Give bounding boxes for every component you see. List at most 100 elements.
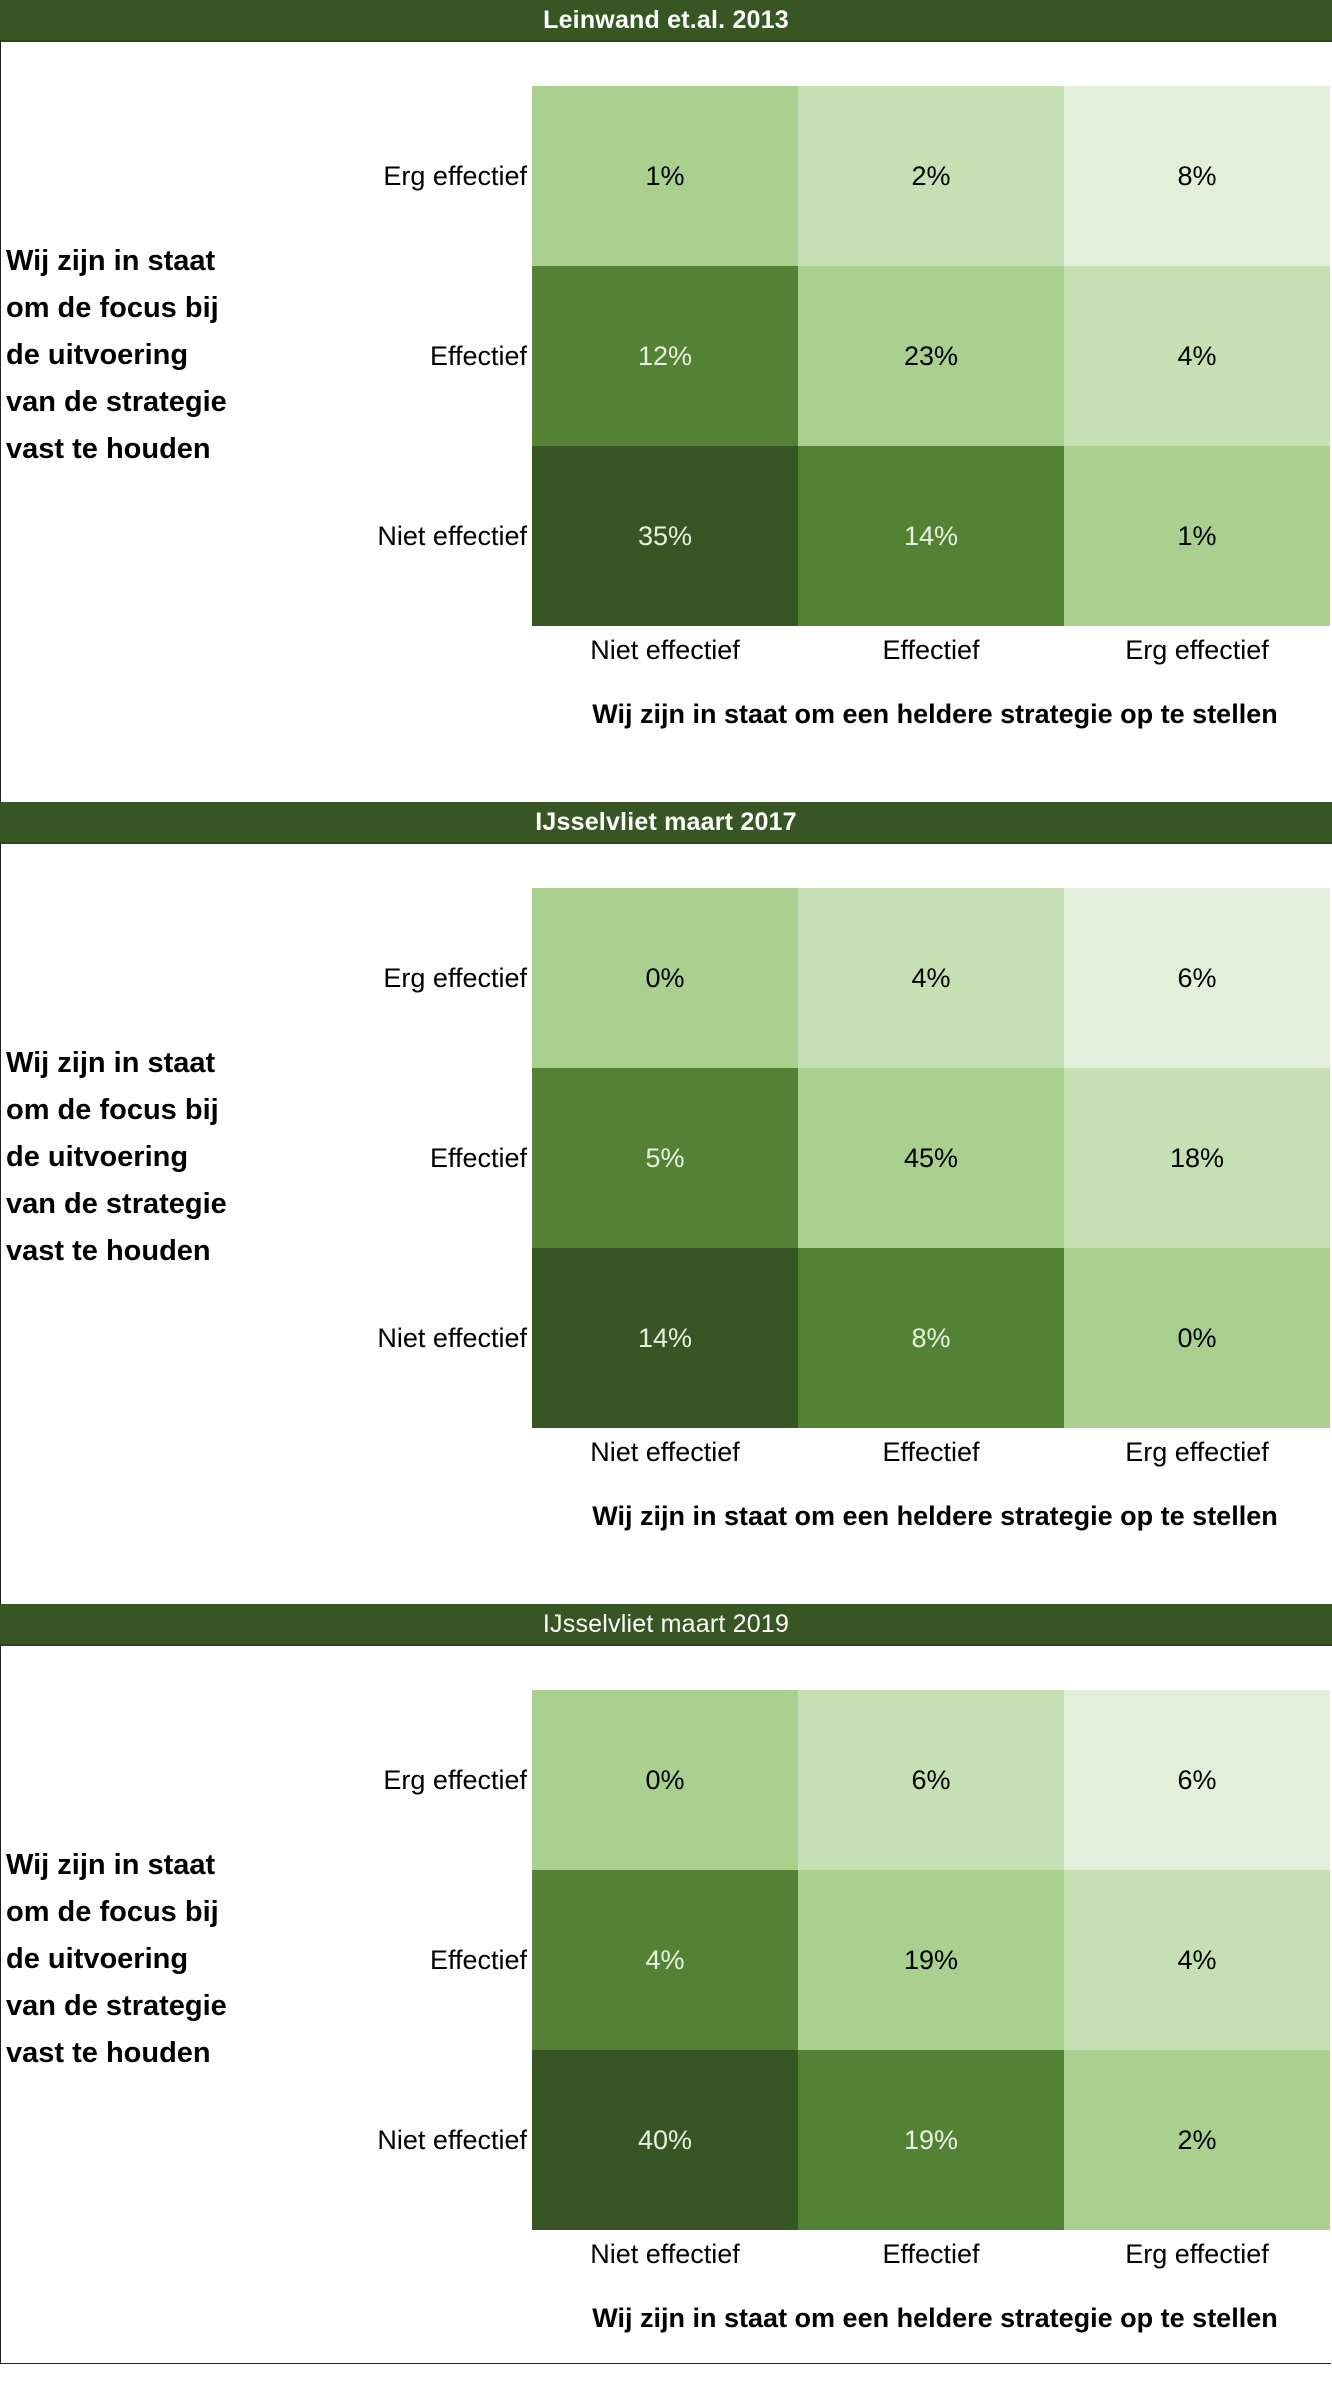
y-axis-title-line: Wij zijn in staat (6, 1849, 216, 1881)
y-axis-title-line: de uitvoering (6, 1141, 189, 1173)
y-tick-label: Effectief (429, 341, 527, 371)
heatmap-cell-label: 40% (638, 2125, 692, 2155)
heatmap-cell (798, 1248, 1064, 1428)
heatmap-cell (1064, 446, 1330, 626)
y-axis-title-line: de uitvoering (6, 1943, 189, 1975)
heatmap-cell-label: 19% (904, 1945, 958, 1975)
heatmap-cell (1064, 2050, 1330, 2230)
heatmap-cell (798, 1690, 1064, 1870)
panel-header: IJsselvliet maart 2019 (0, 1604, 1332, 1646)
heatmap-cell (798, 266, 1064, 446)
heatmap-cell-label: 4% (1177, 341, 1216, 371)
y-tick-label: Erg effectief (383, 161, 527, 191)
heatmap-cell-label: 23% (904, 341, 958, 371)
y-axis-title-line: om de focus bij (6, 1094, 219, 1126)
y-axis-title: Wij zijn in staat om de focus bij de uit… (6, 1842, 306, 2077)
heatmap-cell (532, 86, 798, 266)
heatmap-cell-label: 14% (638, 1323, 692, 1353)
y-axis-title-line: Wij zijn in staat (6, 245, 216, 277)
y-tick-label: Niet effectief (377, 2125, 527, 2155)
heatmap-cell (532, 1068, 798, 1248)
x-tick-label: Niet effectief (590, 1437, 740, 1467)
heatmap-cell-label: 8% (1177, 161, 1216, 191)
y-axis-title-line: om de focus bij (6, 1896, 219, 1928)
x-axis-title: Wij zijn in staat om een heldere strateg… (592, 2303, 1278, 2333)
heatmap-cell (798, 446, 1064, 626)
x-tick-label: Erg effectief (1125, 2239, 1269, 2269)
heatmap-cell-label: 19% (904, 2125, 958, 2155)
heatmap-cell (1064, 266, 1330, 446)
panel-title: IJsselvliet maart 2019 (542, 1609, 790, 1638)
heatmap-cell-label: 6% (1177, 963, 1216, 993)
y-tick-label: Effectief (429, 1143, 527, 1173)
y-axis-title-line: vast te houden (6, 1235, 211, 1267)
heatmap-cell-label: 4% (645, 1945, 684, 1975)
heatmap-cell (532, 446, 798, 626)
heatmap-cell (798, 1870, 1064, 2050)
y-axis-title-line: van de strategie (6, 1188, 227, 1220)
x-tick-label: Effectief (882, 2239, 980, 2269)
heatmap-cell (798, 888, 1064, 1068)
y-axis-title-line: om de focus bij (6, 292, 219, 324)
heatmap-cell (532, 1248, 798, 1428)
y-tick-label: Niet effectief (377, 521, 527, 551)
heatmap-cell-label: 4% (1177, 1945, 1216, 1975)
y-tick-label: Erg effectief (383, 1765, 527, 1795)
heatmap-cell-label: 18% (1170, 1143, 1224, 1173)
heatmap-cell-label: 1% (645, 161, 684, 191)
heatmap-cell (1064, 1248, 1330, 1428)
heatmap-cell (532, 1690, 798, 1870)
x-tick-label: Niet effectief (590, 2239, 740, 2269)
heatmap-cell (1064, 1690, 1330, 1870)
heatmap-panel-2017: IJsselvliet maart 2017 Wij zijn in staat… (0, 802, 1332, 1604)
y-tick-label: Niet effectief (377, 1323, 527, 1353)
heatmap-cell (1064, 86, 1330, 266)
y-axis-title-line: vast te houden (6, 433, 211, 465)
heatmap-cell-label: 2% (1177, 2125, 1216, 2155)
x-tick-label: Effectief (882, 635, 980, 665)
heatmap-cell-label: 2% (911, 161, 950, 191)
panel-header: IJsselvliet maart 2017 (0, 802, 1332, 844)
heatmap-cell (532, 266, 798, 446)
y-axis-title-line: vast te houden (6, 2037, 211, 2069)
heatmap-cell (532, 2050, 798, 2230)
heatmap-cell-label: 4% (911, 963, 950, 993)
heatmap-grid: 1% 2% 8% 12% 23% 4% 35% 14% 1% (532, 86, 1330, 626)
x-tick-label: Niet effectief (590, 635, 740, 665)
heatmap-cell (798, 1068, 1064, 1248)
heatmap-cell-label: 35% (638, 521, 692, 551)
heatmap-cell (798, 86, 1064, 266)
heatmap-cell-label: 6% (911, 1765, 950, 1795)
panel-title: IJsselvliet maart 2017 (535, 807, 797, 836)
heatmap-cell-label: 6% (1177, 1765, 1216, 1795)
heatmap-cell-label: 1% (1177, 521, 1216, 551)
y-axis-title-line: de uitvoering (6, 339, 189, 371)
heatmap-cell (1064, 1870, 1330, 2050)
heatmap-cell-label: 5% (645, 1143, 684, 1173)
heatmap-cell-label: 12% (638, 341, 692, 371)
x-tick-label: Erg effectief (1125, 1437, 1269, 1467)
x-tick-label: Effectief (882, 1437, 980, 1467)
y-axis-title-line: van de strategie (6, 386, 227, 418)
y-tick-label: Erg effectief (383, 963, 527, 993)
x-axis-title: Wij zijn in staat om een heldere strateg… (592, 699, 1278, 729)
heatmap-cell-label: 0% (645, 1765, 684, 1795)
y-axis-title-line: Wij zijn in staat (6, 1047, 216, 1079)
heatmap-cell (532, 1870, 798, 2050)
heatmap-cell (798, 2050, 1064, 2230)
heatmap-cell (1064, 888, 1330, 1068)
heatmap-cell (1064, 1068, 1330, 1248)
heatmap-grid: 0% 4% 6% 5% 45% 18% 14% 8% 0% (532, 888, 1330, 1428)
x-axis-title: Wij zijn in staat om een heldere strateg… (592, 1501, 1278, 1531)
heatmap-panel-2013: Leinwand et.al. 2013 Wij zijn in staat o… (0, 0, 1332, 802)
panel-header: Leinwand et.al. 2013 (0, 0, 1332, 42)
x-tick-label: Erg effectief (1125, 635, 1269, 665)
heatmap-cell-label: 0% (1177, 1323, 1216, 1353)
heatmap-cell-label: 45% (904, 1143, 958, 1173)
y-axis-title: Wij zijn in staat om de focus bij de uit… (6, 238, 306, 473)
heatmap-panel-2019: IJsselvliet maart 2019 Wij zijn in staat… (0, 1604, 1332, 2406)
heatmap-cell-label: 0% (645, 963, 684, 993)
y-tick-label: Effectief (429, 1945, 527, 1975)
y-axis-title: Wij zijn in staat om de focus bij de uit… (6, 1040, 306, 1275)
